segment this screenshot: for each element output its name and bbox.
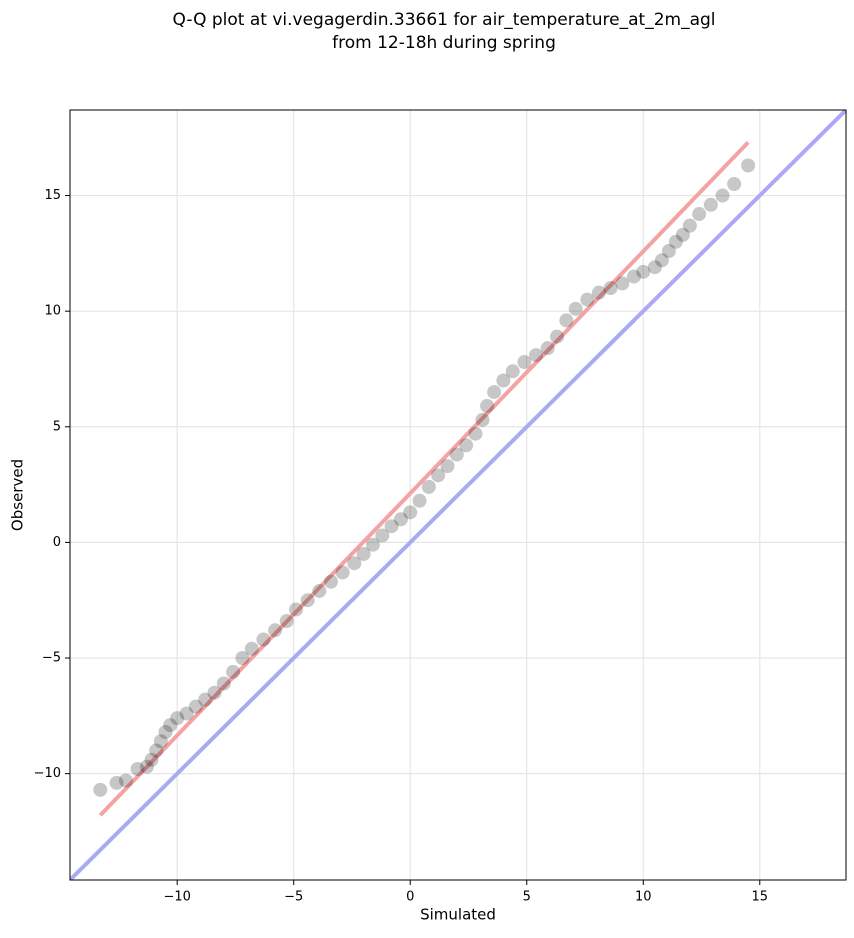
point xyxy=(568,301,583,316)
y-tick-label: 0 xyxy=(53,535,61,550)
point xyxy=(431,468,446,483)
point xyxy=(347,556,362,571)
point xyxy=(636,264,651,279)
point xyxy=(149,743,164,758)
x-tick-label: −10 xyxy=(163,890,190,905)
point xyxy=(279,614,294,629)
point xyxy=(153,734,168,749)
plot-frame xyxy=(69,109,847,881)
point xyxy=(139,759,154,774)
point xyxy=(421,479,436,494)
point xyxy=(226,664,241,679)
point xyxy=(580,292,595,307)
reference-line xyxy=(70,110,846,880)
point xyxy=(235,651,250,666)
chart-title: Q-Q plot at vi.vegagerdin.33661 for air_… xyxy=(172,10,715,30)
x-tick-label: −5 xyxy=(284,890,303,905)
y-tick-label: −5 xyxy=(42,651,61,666)
point xyxy=(449,447,464,462)
plot-area xyxy=(70,110,846,880)
chart-title: from 12-18h during spring xyxy=(332,33,556,53)
point xyxy=(480,398,495,413)
point xyxy=(118,773,133,788)
point xyxy=(216,676,231,691)
point xyxy=(647,260,662,275)
axes: −10 −5 0 5 10 15 −10 −5 0 5 10 15 xyxy=(34,188,768,904)
x-tick-label: 5 xyxy=(523,890,531,905)
point xyxy=(158,725,173,740)
point xyxy=(741,158,756,173)
point xyxy=(505,364,520,379)
point xyxy=(93,782,108,797)
point xyxy=(487,385,502,400)
y-axis-label: Observed xyxy=(9,459,27,531)
point xyxy=(244,641,259,656)
x-tick-label: 10 xyxy=(635,890,652,905)
point xyxy=(529,348,544,363)
x-tick-label: 15 xyxy=(752,890,769,905)
point xyxy=(540,341,555,356)
point xyxy=(300,593,315,608)
point xyxy=(692,207,707,222)
point xyxy=(144,752,159,767)
point xyxy=(268,623,283,638)
point xyxy=(661,244,676,259)
point xyxy=(682,218,697,233)
point xyxy=(179,706,194,721)
point xyxy=(412,493,427,508)
point xyxy=(675,227,690,242)
point xyxy=(335,565,350,580)
point xyxy=(475,412,490,427)
y-tick-label: 5 xyxy=(53,419,61,434)
point xyxy=(365,537,380,552)
point xyxy=(356,546,371,561)
point xyxy=(668,234,683,249)
point xyxy=(312,583,327,598)
point xyxy=(323,574,338,589)
point xyxy=(559,313,574,328)
x-axis-label: Simulated xyxy=(420,906,496,924)
point xyxy=(384,519,399,534)
point xyxy=(256,632,271,647)
point xyxy=(188,699,203,714)
point xyxy=(459,438,474,453)
point xyxy=(289,602,304,617)
reference-line xyxy=(98,140,750,817)
point xyxy=(715,188,730,203)
point xyxy=(198,692,213,707)
point xyxy=(468,426,483,441)
point xyxy=(603,281,618,296)
point xyxy=(591,285,606,300)
point xyxy=(496,373,511,388)
y-tick-label: −10 xyxy=(34,766,61,781)
point xyxy=(727,176,742,191)
point xyxy=(109,775,124,790)
point xyxy=(163,718,178,733)
point xyxy=(403,505,418,520)
point xyxy=(393,512,408,527)
point xyxy=(440,459,455,474)
x-tick-label: 0 xyxy=(406,890,414,905)
point xyxy=(703,197,718,212)
point xyxy=(375,528,390,543)
point xyxy=(170,711,185,726)
point xyxy=(517,355,532,370)
point xyxy=(626,269,641,284)
y-tick-label: 10 xyxy=(44,304,61,319)
point xyxy=(207,685,222,700)
point xyxy=(615,276,630,291)
point xyxy=(550,329,565,344)
grid xyxy=(70,110,846,880)
point xyxy=(654,253,669,268)
point xyxy=(130,762,145,777)
y-tick-label: 15 xyxy=(44,188,61,203)
